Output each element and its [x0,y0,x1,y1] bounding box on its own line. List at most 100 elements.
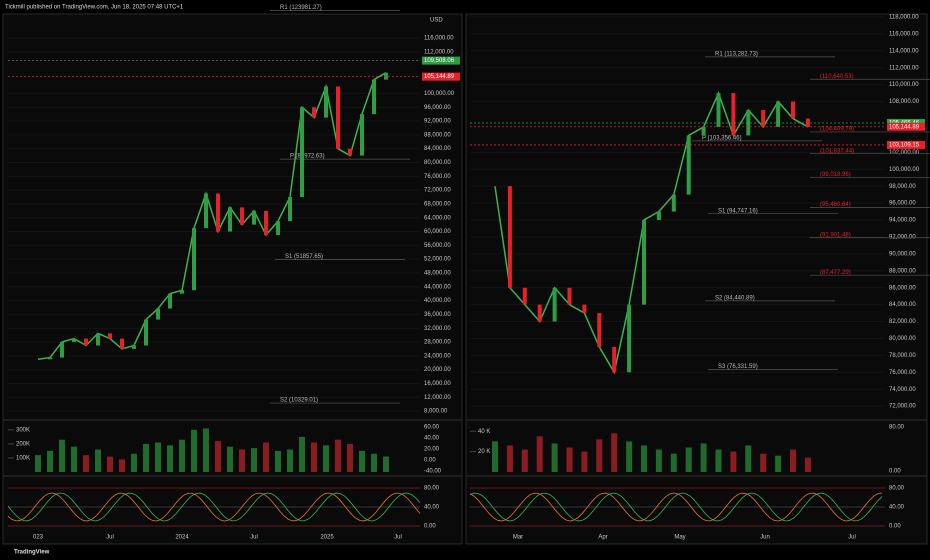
pivot-label: R1 (113,282.73) [715,51,758,57]
candle [96,333,100,346]
header: Tickmill published on TradingView.com, J… [5,5,184,11]
candle [671,194,676,212]
y-tick-label: 88,000.00 [424,132,451,138]
y-tick-label: 84,000.00 [424,146,451,152]
candle [507,186,512,288]
candle [288,197,292,222]
candle [567,287,572,305]
volume-bar [655,449,662,472]
y-tick-label: 94,000.00 [889,218,916,224]
volume-bar [107,456,113,472]
x-tick-label: 2025 [320,535,334,541]
y-tick-label: 72,000.00 [889,404,916,410]
volume-bar [239,449,245,472]
candle [240,207,244,225]
y-tick-label: 44,000.00 [424,284,451,290]
pivot-label: (91,901.48) [820,232,851,238]
pivot-label: (99,018.96) [820,172,851,178]
volume-bar [521,449,528,472]
price-tag-label: 103,109.15 [889,143,920,149]
pivot-label: S1 (94,747.16) [718,208,758,214]
y-tick-label: 118,000.00 [889,15,919,21]
x-tick-label: Jul [250,535,258,541]
volume-bar [215,441,221,472]
candle [372,79,376,115]
volume-bar [581,451,588,472]
y-tick-label: 82,000.00 [889,319,916,325]
candle [642,220,646,305]
volume-bar [775,455,782,472]
volume-bar [551,443,558,472]
osc-tick-label: 40.00 [889,505,905,511]
candle [264,210,268,235]
y-tick-label: 32,000.00 [424,326,451,332]
pivot-label: S2 (84,440.89) [715,295,755,301]
osc-tick-label: 80.00 [424,486,440,492]
y-tick-label: 88,000.00 [889,268,916,274]
y-tick-label: 96,000.00 [424,105,451,111]
osc-line [469,492,883,522]
candle [701,126,706,136]
volume-bar [287,449,293,472]
osc-tick-label: 40.00 [424,505,440,511]
y-tick-label: 8,000.00 [424,409,448,415]
volume-bar [143,443,149,472]
y-tick-label: 78,000.00 [889,353,916,359]
candle [300,107,304,198]
volume-bar [715,449,722,472]
y-tick-label: 102,000.00 [889,150,920,156]
pivot-label: P (103,356.46) [702,135,742,141]
candle [537,304,542,322]
price-line [494,91,809,375]
pivot-label: (87,477.29) [820,270,851,276]
candle [597,313,602,347]
candle [180,290,184,294]
volume-bar [536,436,543,472]
candle [276,221,280,235]
y-tick-label: 24,000.00 [424,353,451,359]
osc-line [7,492,421,522]
volume-bar [131,453,137,472]
volume-bar [263,442,269,472]
y-tick-label: 116,000.00 [424,36,454,42]
y-tick-label: 108,000.00 [889,99,920,105]
price-tag-label: 105,144.89 [889,124,920,130]
pivot-label: (95,460.64) [820,202,851,208]
candle [716,93,721,127]
volume-bar [641,445,647,472]
candle [72,338,76,343]
pivot-label: S3 (76,331.59) [718,364,758,370]
y-tick-label: 100,000.00 [889,167,920,173]
volume-tick-label: 300K [16,427,30,433]
footer-logo: TradingView [14,550,50,556]
volume-bar [227,446,233,472]
y-tick-label: 100,000.00 [424,91,455,97]
volume-bar [275,450,281,472]
volume-bar [596,439,603,472]
candle [522,287,527,305]
volume-bar [299,436,305,472]
volume-bar [35,455,41,472]
candle [312,107,316,118]
candle [156,308,160,320]
pivot-label: P (80972.63) [290,154,325,160]
y-tick-label: 28,000.00 [424,340,451,346]
volume-bar [371,453,377,472]
y-tick-label: 64,000.00 [424,215,451,221]
volume-tick-label: 40 K [478,429,490,435]
y-tick-label: 98,000.00 [889,184,916,190]
pivot-label: S1 (51857.65) [285,254,323,260]
candle [552,287,557,322]
candle [324,86,328,118]
y-tick-label: 72,000.00 [424,188,451,194]
pivot-label: R1 (123981.27) [280,5,322,11]
y-tick-label: 56,000.00 [424,243,451,249]
y-tick-label: 16,000.00 [424,381,451,387]
volume-bar [790,449,796,472]
y-tick-label: 80,000.00 [424,160,451,166]
candle [384,72,388,80]
volume-bar [730,451,737,472]
candle [731,93,736,136]
candle [84,338,88,346]
osc-line [469,492,883,522]
